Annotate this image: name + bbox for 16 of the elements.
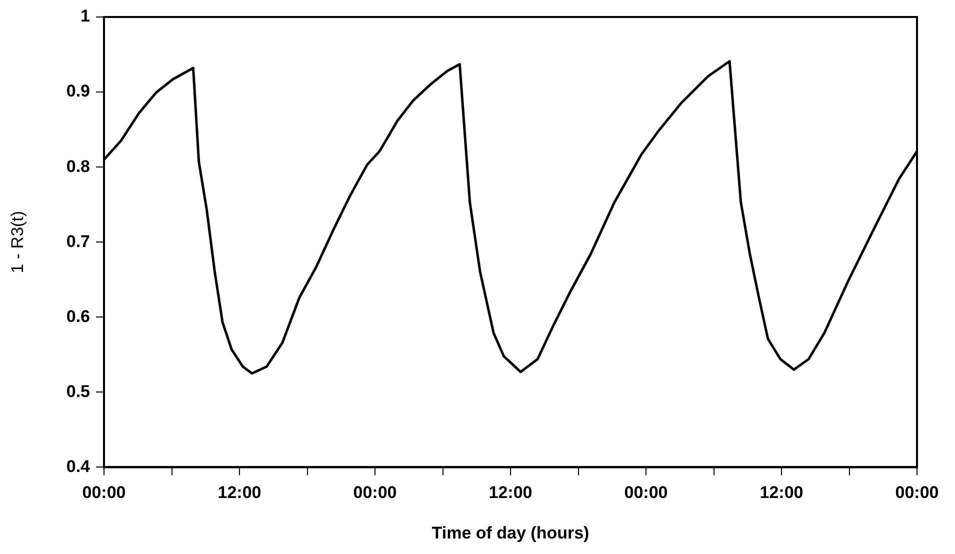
y-tick-label: 0.8 <box>66 156 90 176</box>
x-tick-label: 00:00 <box>624 483 668 502</box>
x-tick-label: 12:00 <box>760 483 804 502</box>
y-tick-label: 0.9 <box>66 82 90 101</box>
y-axis-title: 1 - R3(t) <box>8 210 27 274</box>
x-tick-label: 12:00 <box>488 483 532 502</box>
x-axis-title: Time of day (hours) <box>432 523 590 542</box>
x-tick-label: 00:00 <box>353 483 397 502</box>
y-tick-label: 0.7 <box>66 232 90 251</box>
x-tick-label: 00:00 <box>82 483 126 502</box>
y-tick-label: 0.5 <box>66 382 90 401</box>
y-tick-label: 0.6 <box>66 306 90 326</box>
y-tick-label: 1 <box>80 6 90 26</box>
x-tick-label: 00:00 <box>895 483 939 502</box>
y-tick-label: 0.4 <box>66 456 91 476</box>
x-tick-label: 12:00 <box>218 483 262 502</box>
